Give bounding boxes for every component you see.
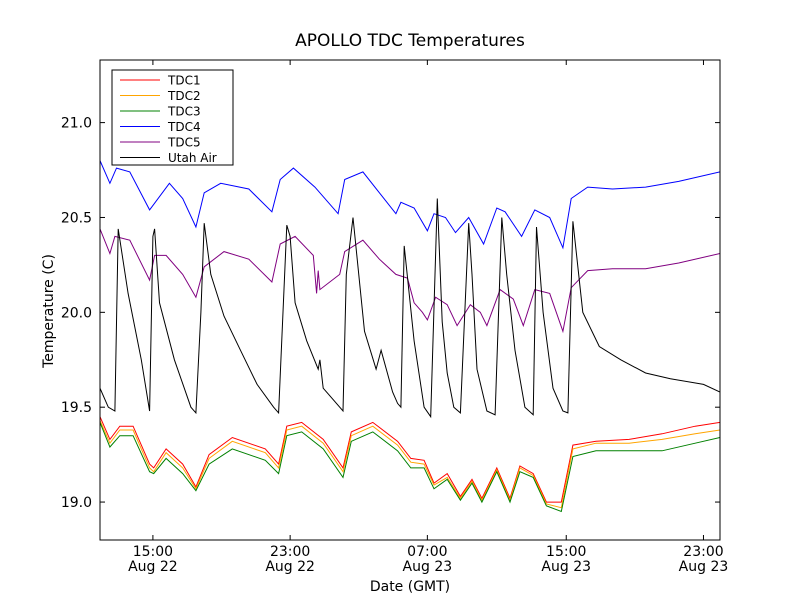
legend-label: TDC1 bbox=[167, 74, 201, 88]
y-tick-label: 19.0 bbox=[61, 495, 92, 511]
series-line-utah-air bbox=[100, 198, 720, 419]
chart-title: APOLLO TDC Temperatures bbox=[295, 31, 525, 51]
y-axis-label: Temperature (C) bbox=[41, 254, 57, 369]
series-line-tdc5 bbox=[100, 228, 720, 334]
series-line-tdc3 bbox=[100, 422, 720, 513]
x-tick-date-label: Aug 23 bbox=[679, 559, 729, 575]
x-tick-date-label: Aug 22 bbox=[265, 559, 315, 575]
x-tick-date-label: Aug 22 bbox=[128, 559, 178, 575]
y-tick-label: 19.5 bbox=[61, 400, 92, 416]
series-line-tdc4 bbox=[100, 160, 720, 250]
series-line-tdc2 bbox=[100, 420, 720, 509]
x-tick-time-label: 23:00 bbox=[270, 544, 310, 560]
x-tick-time-label: 23:00 bbox=[683, 544, 723, 560]
legend-label: TDC4 bbox=[167, 120, 201, 134]
x-tick-time-label: 15:00 bbox=[546, 544, 586, 560]
series-layer bbox=[100, 160, 720, 513]
y-tick-label: 20.5 bbox=[61, 210, 92, 226]
x-axis-label: Date (GMT) bbox=[370, 579, 450, 595]
x-tick-time-label: 15:00 bbox=[133, 544, 173, 560]
x-tick-date-label: Aug 23 bbox=[403, 559, 453, 575]
legend-label: TDC2 bbox=[167, 89, 201, 103]
legend-label: Utah Air bbox=[168, 151, 217, 165]
legend-label: TDC5 bbox=[167, 136, 201, 150]
y-tick-label: 20.0 bbox=[61, 305, 92, 321]
series-line-tdc1 bbox=[100, 416, 720, 503]
y-tick-label: 21.0 bbox=[61, 116, 92, 132]
legend-label: TDC3 bbox=[167, 105, 201, 119]
x-tick-date-label: Aug 23 bbox=[541, 559, 591, 575]
plot-area-frame bbox=[99, 59, 721, 541]
legend-box bbox=[111, 69, 234, 166]
x-tick-time-label: 07:00 bbox=[407, 544, 447, 560]
